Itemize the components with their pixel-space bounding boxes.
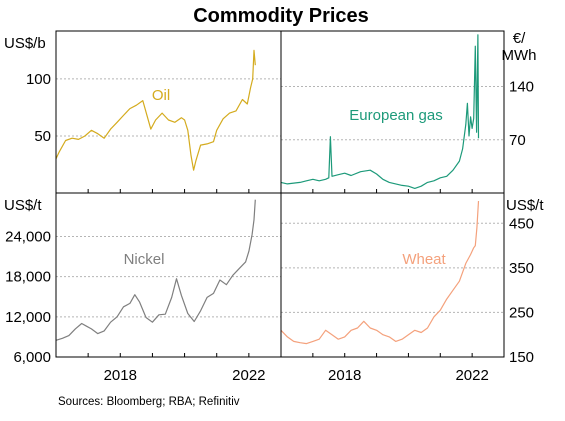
chart-title: Commodity Prices <box>193 5 369 27</box>
x-tick-label: 2022 <box>455 367 488 384</box>
x-tick-label: 2018 <box>104 367 137 384</box>
y-tick-label: 250 <box>509 304 534 321</box>
x-tick-label: 2018 <box>328 367 361 384</box>
y-tick-label: 70 <box>509 132 526 149</box>
y-tick-label: 50 <box>34 128 51 145</box>
source-note: Sources: Bloomberg; RBA; Refinitiv <box>58 396 240 408</box>
unit-label: €/ <box>513 30 526 47</box>
y-tick-label: 150 <box>509 349 534 366</box>
unit-label: US$/t <box>506 197 544 214</box>
plot-frame <box>55 30 505 358</box>
series-label: Wheat <box>402 251 446 268</box>
series-label: Nickel <box>124 251 165 268</box>
series-line-european-gas <box>280 34 480 189</box>
y-tick-label: 6,000 <box>13 349 51 366</box>
y-tick-label: 12,000 <box>5 309 51 326</box>
series-line-wheat <box>280 200 480 345</box>
y-tick-label: 350 <box>509 260 534 277</box>
y-tick-label: 100 <box>26 71 51 88</box>
x-tick-label: 2022 <box>232 367 265 384</box>
series-label: European gas <box>349 107 442 124</box>
series-line-nickel <box>55 199 256 341</box>
series-label: Oil <box>152 87 170 104</box>
y-tick-label: 140 <box>509 79 534 96</box>
y-tick-label: 18,000 <box>5 269 51 286</box>
y-tick-label: 24,000 <box>5 229 51 246</box>
series-line-oil <box>55 49 256 171</box>
y-tick-label: 450 <box>509 215 534 232</box>
unit-label: US$/b <box>4 35 46 52</box>
unit-label: MWh <box>502 47 537 64</box>
unit-label: US$/t <box>4 197 42 214</box>
